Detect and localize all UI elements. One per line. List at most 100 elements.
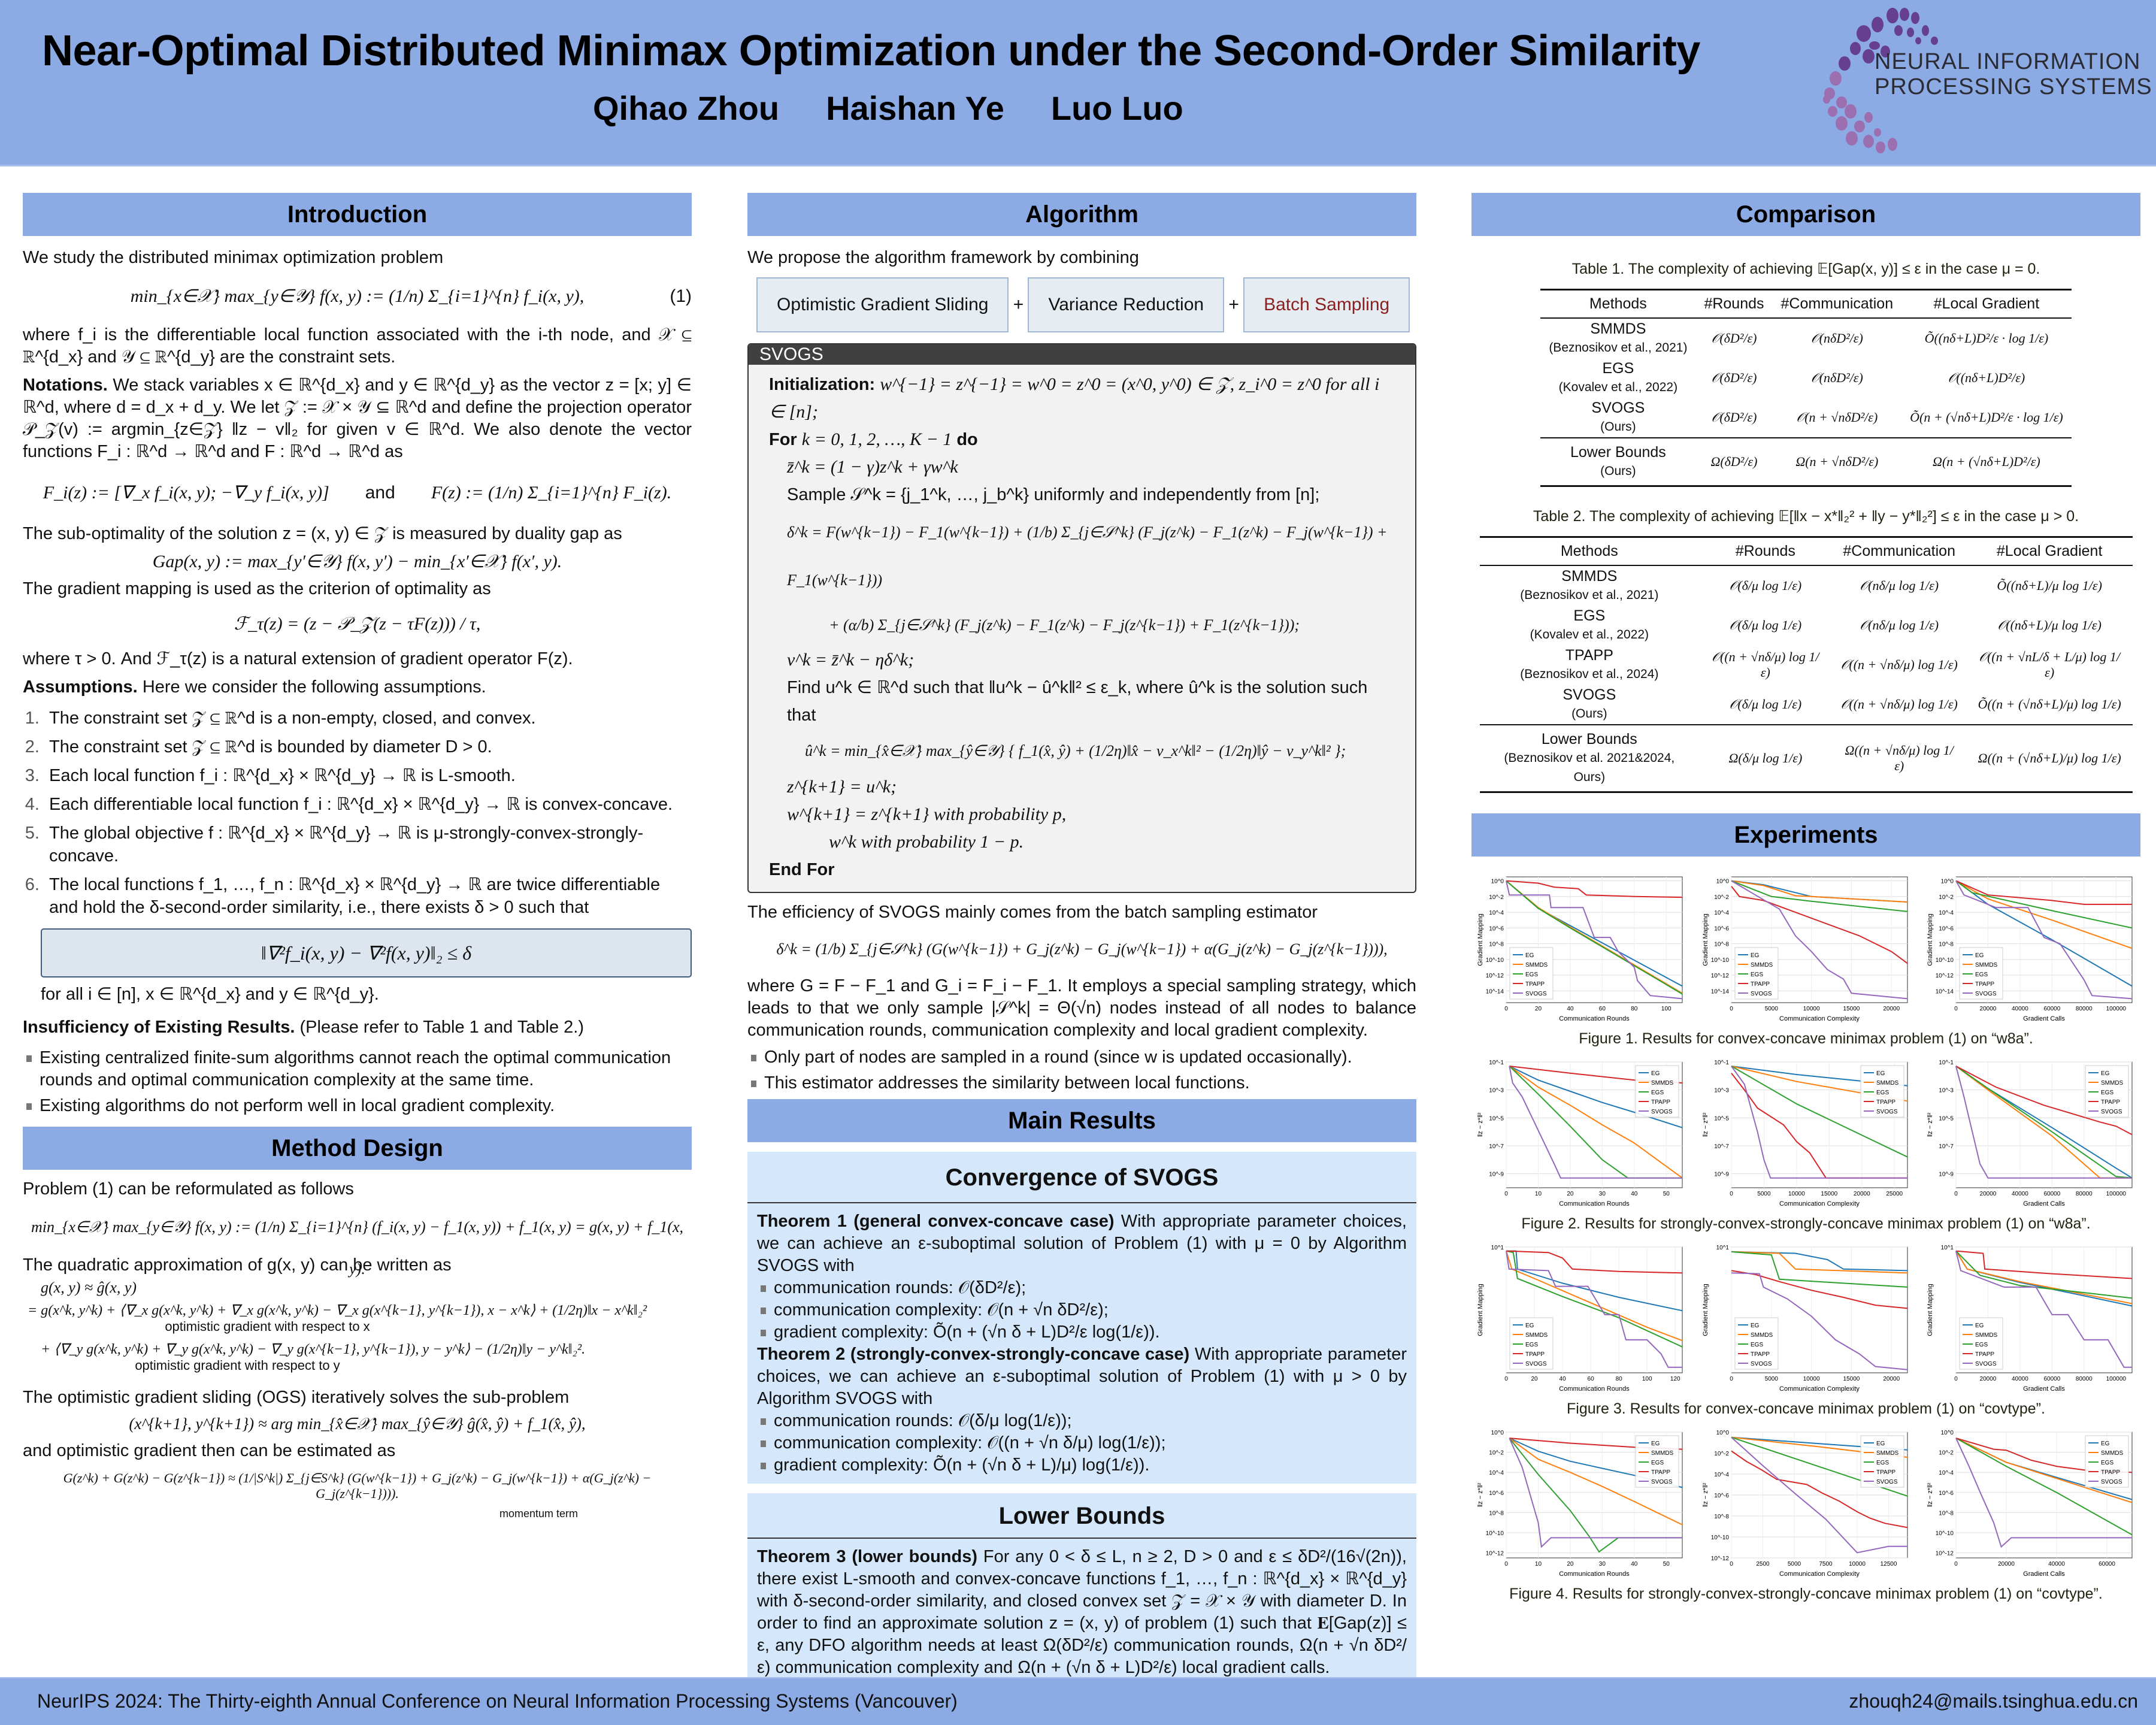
svg-text:2500: 2500 xyxy=(1756,1561,1770,1567)
svg-text:TPAPP: TPAPP xyxy=(1751,981,1770,988)
svg-text:SMMDS: SMMDS xyxy=(1651,1450,1674,1457)
svg-text:40000: 40000 xyxy=(2012,1376,2028,1382)
equation-number: (1) xyxy=(670,286,692,306)
algo-for: For k = 0, 1, 2, …, K − 1 do xyxy=(769,429,978,449)
svg-text:10000: 10000 xyxy=(1803,1006,1819,1012)
table-header: #Rounds xyxy=(1699,536,1832,566)
svg-text:50: 50 xyxy=(1663,1561,1670,1567)
assumption-item: Each local function f_i : ℝ^{d_x} × ℝ^{d… xyxy=(44,764,692,787)
svg-text:TPAPP: TPAPP xyxy=(1525,981,1545,988)
theorem-bullet: gradient complexity: Õ(n + (√n δ + L)/μ)… xyxy=(757,1454,1407,1476)
figure-4-caption: Figure 4. Results for strongly-convex-st… xyxy=(1509,1585,2103,1602)
svg-text:30: 30 xyxy=(1599,1561,1606,1567)
svg-text:EG: EG xyxy=(1876,1070,1885,1077)
svg-text:10^-9: 10^-9 xyxy=(1489,1172,1504,1178)
svg-text:15000: 15000 xyxy=(1843,1376,1860,1382)
svg-text:10^-6: 10^-6 xyxy=(1939,1490,1954,1497)
equation-problem: min_{x∈𝒳} max_{y∈𝒴} f(x, y) := (1/n) Σ_{… xyxy=(23,275,692,318)
svg-text:10^1: 10^1 xyxy=(1716,1245,1729,1251)
svg-text:10^-2: 10^-2 xyxy=(1939,1450,1954,1457)
svg-text:Communication Complexity: Communication Complexity xyxy=(1779,1385,1860,1393)
svg-text:EGS: EGS xyxy=(1751,972,1763,978)
algo-step: û^k = min_{x̂∈𝒳} max_{ŷ∈𝒴} { f_1(x̂, ŷ) … xyxy=(805,742,1346,759)
assumption-item: The constraint set 𝒵 ⊆ ℝ^d is a non-empt… xyxy=(44,707,692,730)
figure-2-caption: Figure 2. Results for strongly-convex-st… xyxy=(1521,1215,2091,1232)
svg-text:EG: EG xyxy=(1975,1322,1984,1329)
svg-text:0: 0 xyxy=(1730,1376,1733,1382)
svg-text:40: 40 xyxy=(1631,1191,1638,1197)
section-heading-experiments: Experiments xyxy=(1471,813,2140,857)
svg-text:10000: 10000 xyxy=(1849,1561,1866,1567)
svg-text:SMMDS: SMMDS xyxy=(2101,1450,2124,1457)
svg-text:EG: EG xyxy=(1751,952,1760,959)
figure-4-row: 10^-12 10^-10 10^-8 10^-6 10^-4 10^-2 10^0 0 10 2… xyxy=(1471,1427,2140,1583)
brace-label-momentum: momentum term xyxy=(499,1508,578,1520)
theorem-bullet: communication rounds: 𝒪(δ/μ log(1/ε)); xyxy=(757,1410,1407,1432)
section-heading-algorithm: Algorithm xyxy=(747,193,1416,236)
component-optimistic-gradient-sliding: Optimistic Gradient Sliding xyxy=(756,277,1009,332)
algo-step: + (α/b) Σ_{j∈𝒮^k} (F_j(z^k) − F_1(z^k) −… xyxy=(829,616,1300,634)
svg-text:20000: 20000 xyxy=(1998,1561,2015,1567)
svg-text:40: 40 xyxy=(1567,1006,1574,1012)
svg-text:SVOGS: SVOGS xyxy=(1651,1479,1673,1485)
algorithm-bullet: Only part of nodes are sampled in a roun… xyxy=(747,1046,1416,1069)
svg-text:10^-8: 10^-8 xyxy=(1714,1514,1729,1520)
equation-approx-line0: g(x, y) ≈ ĝ(x, y) xyxy=(41,1279,137,1296)
method-paragraph: The quadratic approximation of g(x, y) c… xyxy=(23,1255,452,1275)
theorem-bullet: communication rounds: 𝒪(δD²/ε); xyxy=(757,1277,1407,1299)
svg-text:‖z − z*‖²: ‖z − z*‖² xyxy=(1477,1112,1484,1137)
subsection-heading-convergence: Convergence of SVOGS xyxy=(747,1152,1416,1203)
svg-text:60000: 60000 xyxy=(2043,1006,2060,1012)
lower-bounds-panel: Lower Bounds Theorem 3 (lower bounds) Fo… xyxy=(747,1493,1416,1686)
svg-text:0: 0 xyxy=(1954,1006,1958,1012)
column-middle: Algorithm We propose the algorithm frame… xyxy=(747,193,1416,1686)
svg-text:10^-2: 10^-2 xyxy=(1714,1451,1729,1457)
table-row: EGS (Kovalev et al., 2022) 𝒪(δ/μ log 1/ε)… xyxy=(1530,607,2102,641)
assumption-item: The local functions f_1, …, f_n : ℝ^{d_x… xyxy=(44,873,692,919)
svg-text:‖z − z*‖²: ‖z − z*‖² xyxy=(1477,1482,1484,1507)
svg-text:SMMDS: SMMDS xyxy=(1525,962,1548,969)
component-variance-reduction: Variance Reduction xyxy=(1028,277,1225,332)
theorem-1: Theorem 1 (general convex-concave case) … xyxy=(757,1212,1407,1275)
table-row: SMMDS (Beznosikov et al., 2021) 𝒪(δD²/ε) … xyxy=(1549,320,2049,355)
svg-text:10^-4: 10^-4 xyxy=(1489,910,1504,916)
svg-text:15000: 15000 xyxy=(1821,1191,1837,1197)
svg-text:25000: 25000 xyxy=(1886,1191,1903,1197)
svg-text:10000: 10000 xyxy=(1788,1191,1804,1197)
table-header: #Local Gradient xyxy=(1901,289,2072,319)
svg-text:EGS: EGS xyxy=(1651,1090,1664,1096)
svg-text:5000: 5000 xyxy=(1787,1561,1801,1567)
svg-text:10^-2: 10^-2 xyxy=(1714,894,1729,901)
svg-text:SVOGS: SVOGS xyxy=(2101,1479,2122,1485)
insufficiency-item: Existing centralized finite-sum algorith… xyxy=(23,1047,692,1091)
algo-step: z̄^k = (1 − γ)z^k + γw^k xyxy=(787,457,958,477)
equation-gap: Gap(x, y) := max_{y′∈𝒴} f(x, y′) − min_{… xyxy=(152,552,562,571)
svogs-algorithm-box: SVOGS Initialization: w^{−1} = z^{−1} = … xyxy=(747,343,1416,893)
algorithm-bullet: This estimator addresses the similarity … xyxy=(747,1072,1416,1094)
svg-text:10^-4: 10^-4 xyxy=(1714,910,1729,916)
svg-text:10^-12: 10^-12 xyxy=(1936,1551,1954,1557)
contact-email[interactable]: zhouqh24@mails.tsinghua.edu.cn xyxy=(1849,1690,2138,1712)
svg-text:10^0: 10^0 xyxy=(1941,879,1954,885)
algo-step: δ^k = F(w^{k−1}) − F_1(w^{k−1}) + (1/b) … xyxy=(787,523,1388,589)
svg-text:10^-10: 10^-10 xyxy=(1936,1530,1954,1537)
svg-text:EGS: EGS xyxy=(1975,1342,1988,1348)
svg-text:SVOGS: SVOGS xyxy=(2101,1109,2122,1115)
algo-step: Sample 𝒮^k = {j_1^k, …, j_b^k} uniformly… xyxy=(787,485,1320,504)
svg-text:EG: EG xyxy=(2101,1440,2110,1447)
svg-text:TPAPP: TPAPP xyxy=(1876,1469,1895,1476)
svg-text:10^-10: 10^-10 xyxy=(1486,1530,1504,1537)
svg-text:0: 0 xyxy=(1954,1561,1958,1567)
brace-label-x: optimistic gradient with respect to x xyxy=(165,1319,370,1334)
svg-text:EGS: EGS xyxy=(1651,1460,1664,1466)
svg-text:‖z − z*‖²: ‖z − z*‖² xyxy=(1702,1112,1709,1137)
svogs-box-body: Initialization: w^{−1} = z^{−1} = w^0 = … xyxy=(749,365,1415,892)
svg-text:10^0: 10^0 xyxy=(1941,1430,1954,1436)
svg-text:SVOGS: SVOGS xyxy=(1975,991,1997,997)
svg-text:Gradient Mapping: Gradient Mapping xyxy=(1927,913,1934,966)
svg-text:10^-1: 10^-1 xyxy=(1939,1060,1954,1066)
svg-text:10: 10 xyxy=(1535,1191,1542,1197)
svg-text:10^-8: 10^-8 xyxy=(1939,1510,1954,1517)
table-row-lower-bound: Lower Bounds (Beznosikov et al. 2021&2024… xyxy=(1479,724,2133,793)
svg-text:TPAPP: TPAPP xyxy=(2101,1099,2120,1106)
